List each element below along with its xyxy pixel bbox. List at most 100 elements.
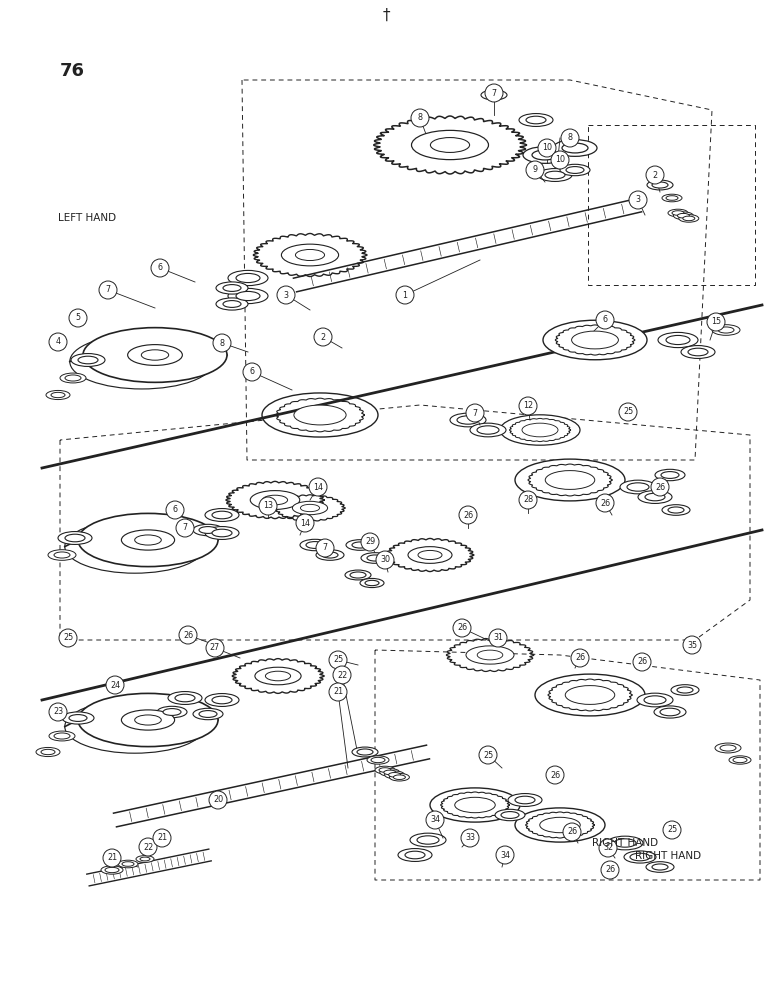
Ellipse shape [367, 756, 389, 764]
Ellipse shape [65, 520, 205, 573]
Text: 2: 2 [652, 170, 658, 180]
Ellipse shape [69, 715, 87, 721]
Ellipse shape [661, 472, 679, 478]
Ellipse shape [48, 550, 76, 560]
Ellipse shape [360, 578, 384, 588]
Circle shape [314, 328, 332, 346]
Text: 14: 14 [300, 518, 310, 528]
Ellipse shape [41, 749, 55, 755]
Ellipse shape [223, 301, 241, 307]
Text: 6: 6 [602, 316, 608, 324]
Text: 5: 5 [76, 314, 80, 322]
Circle shape [563, 823, 581, 841]
Circle shape [599, 839, 617, 857]
Ellipse shape [501, 812, 519, 818]
Ellipse shape [532, 150, 558, 160]
Text: 12: 12 [523, 401, 533, 410]
Ellipse shape [662, 194, 682, 202]
Circle shape [519, 491, 537, 509]
Text: 30: 30 [380, 556, 390, 564]
Circle shape [69, 309, 87, 327]
Circle shape [551, 151, 569, 169]
Text: †: † [382, 8, 390, 23]
Ellipse shape [646, 862, 674, 872]
Ellipse shape [216, 282, 248, 294]
Ellipse shape [384, 770, 396, 775]
Ellipse shape [733, 757, 747, 763]
Ellipse shape [346, 540, 374, 550]
Circle shape [646, 166, 664, 184]
Ellipse shape [121, 530, 174, 550]
Ellipse shape [122, 862, 134, 866]
Text: 29: 29 [365, 538, 375, 546]
Ellipse shape [118, 860, 138, 868]
Ellipse shape [660, 708, 680, 716]
Ellipse shape [223, 285, 241, 291]
Text: 7: 7 [492, 89, 496, 98]
Circle shape [546, 766, 564, 784]
Ellipse shape [255, 667, 301, 685]
Ellipse shape [193, 524, 223, 536]
Ellipse shape [134, 715, 161, 725]
Text: 6: 6 [157, 263, 162, 272]
Ellipse shape [666, 196, 678, 200]
Circle shape [459, 506, 477, 524]
Ellipse shape [69, 334, 214, 389]
Ellipse shape [679, 215, 699, 222]
Circle shape [633, 653, 651, 671]
Ellipse shape [638, 491, 672, 503]
Ellipse shape [300, 539, 330, 551]
Ellipse shape [662, 505, 690, 515]
Ellipse shape [216, 298, 248, 310]
Ellipse shape [306, 542, 324, 548]
Ellipse shape [163, 709, 181, 715]
Ellipse shape [394, 775, 405, 779]
Ellipse shape [430, 788, 520, 822]
Ellipse shape [65, 534, 85, 542]
Text: 14: 14 [313, 483, 323, 491]
Circle shape [59, 629, 77, 647]
Ellipse shape [652, 182, 668, 188]
Ellipse shape [78, 356, 98, 364]
Ellipse shape [54, 733, 70, 739]
Ellipse shape [470, 423, 506, 437]
Ellipse shape [668, 209, 688, 217]
Text: 2: 2 [320, 332, 326, 342]
Circle shape [209, 791, 227, 809]
Ellipse shape [266, 671, 290, 681]
Ellipse shape [720, 745, 736, 751]
Circle shape [596, 311, 614, 329]
Circle shape [376, 551, 394, 569]
Text: 3: 3 [635, 196, 641, 205]
Circle shape [426, 811, 444, 829]
Ellipse shape [322, 552, 338, 558]
Circle shape [396, 286, 414, 304]
Text: 76: 76 [60, 62, 85, 80]
Ellipse shape [361, 553, 389, 563]
Ellipse shape [515, 808, 605, 842]
Circle shape [296, 514, 314, 532]
Ellipse shape [212, 529, 232, 537]
Text: 7: 7 [182, 524, 188, 532]
Ellipse shape [380, 769, 400, 776]
Ellipse shape [388, 773, 401, 777]
Ellipse shape [199, 527, 217, 533]
Circle shape [166, 501, 184, 519]
Ellipse shape [455, 797, 496, 813]
Circle shape [461, 829, 479, 847]
Circle shape [619, 403, 637, 421]
Circle shape [176, 519, 194, 537]
Ellipse shape [515, 796, 535, 804]
Ellipse shape [352, 747, 378, 757]
Ellipse shape [411, 130, 489, 160]
Ellipse shape [466, 646, 514, 664]
Ellipse shape [54, 552, 70, 558]
Ellipse shape [379, 768, 391, 772]
Ellipse shape [571, 331, 618, 349]
Ellipse shape [58, 532, 92, 544]
Text: 25: 25 [63, 634, 73, 643]
Text: 8: 8 [418, 113, 422, 122]
Ellipse shape [543, 320, 647, 360]
Ellipse shape [250, 491, 300, 509]
Ellipse shape [350, 572, 366, 578]
